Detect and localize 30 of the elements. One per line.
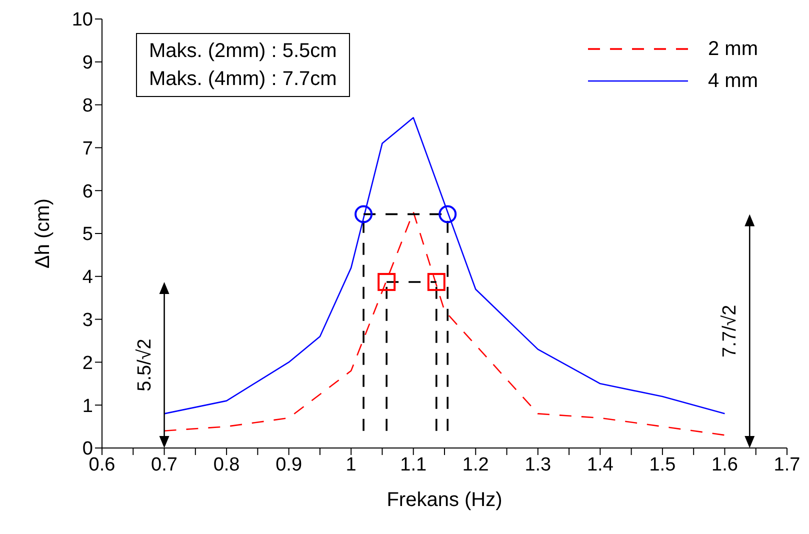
x-tick-label: 1.1 xyxy=(400,454,427,476)
y-tick-label: 8 xyxy=(82,96,93,117)
y-tick-label: 10 xyxy=(72,10,93,31)
x-tick-label: 1.7 xyxy=(774,454,800,476)
y-tick-label: 5 xyxy=(82,224,93,246)
x-tick-label: 0.9 xyxy=(276,454,302,476)
y-tick-label: 2 xyxy=(82,352,93,374)
x-tick-label: 1.6 xyxy=(712,454,738,476)
x-tick-label: 0.6 xyxy=(88,454,116,476)
x-tick-label: 1.5 xyxy=(649,454,676,476)
x-tick-label: 1.4 xyxy=(586,454,614,476)
x-tick-label: 0.7 xyxy=(151,454,178,476)
annotation: 5.5/√2 xyxy=(134,338,156,392)
y-tick-label: 4 xyxy=(82,267,94,288)
x-tick-label: 1.3 xyxy=(524,454,552,476)
y-tick-label: 1 xyxy=(82,396,93,417)
annotation: Maks. (4mm) : 7.7cm xyxy=(149,67,337,92)
annotation: 7.7/√2 xyxy=(720,304,741,358)
x-tick-label: 0.8 xyxy=(213,454,240,476)
y-tick-label: 6 xyxy=(82,181,93,202)
legend-label: 2 mm xyxy=(708,38,758,60)
x-tick-label: 1 xyxy=(346,454,356,476)
y-tick-label: 9 xyxy=(82,52,93,74)
y-tick-label: 7 xyxy=(82,138,93,160)
annotation: Maks. (2mm) : 5.5cm xyxy=(149,39,337,64)
x-axis-title: Frekans (Hz) xyxy=(386,489,502,511)
y-tick-label: 3 xyxy=(82,310,93,332)
legend-label: 4 mm xyxy=(708,70,758,92)
x-tick-label: 1.2 xyxy=(462,454,489,476)
y-axis-title: Δh (cm) xyxy=(32,198,54,269)
